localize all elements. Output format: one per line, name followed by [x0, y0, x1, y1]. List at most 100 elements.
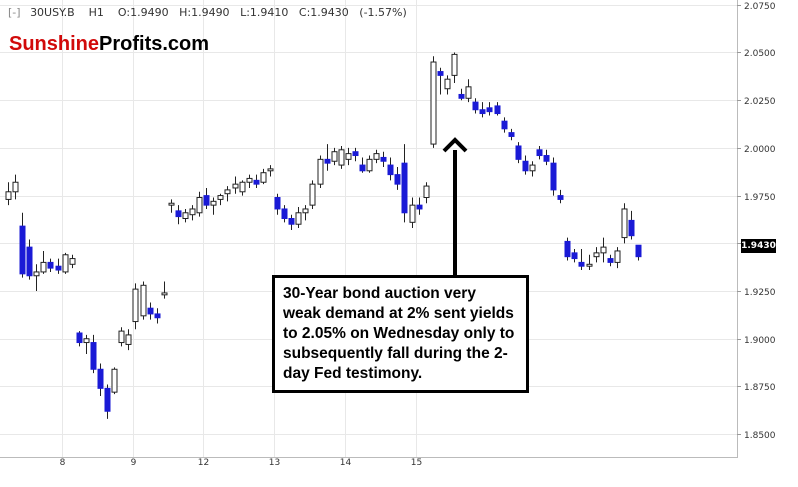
candle-body-up: [224, 189, 231, 195]
chart-header: [-] 30USY.B H1 O:1.9490 H:1.9490 L:1.941…: [8, 6, 407, 19]
candle-body-down: [288, 218, 295, 225]
annotation-arrow-head: [442, 137, 468, 153]
candle-body-down: [203, 195, 210, 206]
y-tick-label: 2.0000: [744, 145, 776, 155]
candle-body-up: [33, 271, 40, 277]
candle-body-up: [189, 208, 196, 216]
candle-body-up: [295, 212, 302, 225]
candle: [203, 187, 210, 209]
candle-body-up: [232, 183, 239, 189]
candle: [175, 205, 182, 225]
candle-body-up: [210, 200, 217, 206]
candle-body-up: [423, 185, 430, 199]
y-tick-label: 1.9000: [744, 336, 776, 346]
candle-body-up: [140, 284, 147, 317]
candle-body-up: [614, 250, 621, 263]
candle: [309, 180, 316, 209]
candle-body-up: [593, 252, 600, 258]
candle-body-down: [571, 252, 578, 260]
candle-body-down: [578, 261, 585, 267]
candle: [239, 180, 246, 196]
candle-body-down: [281, 208, 288, 220]
candle: [331, 147, 338, 166]
candles: [5, 52, 642, 419]
y-tick-label: 2.0250: [744, 97, 776, 107]
candle-body-up: [217, 195, 224, 200]
candle: [586, 254, 593, 271]
candle-body-down: [628, 219, 635, 237]
candle: [437, 67, 444, 95]
annotation-arrow: [442, 137, 468, 276]
candle: [501, 117, 508, 133]
candle: [628, 210, 635, 240]
candle: [494, 102, 501, 116]
candle: [69, 254, 76, 269]
candle: [571, 249, 578, 263]
y-tick-label: 1.8500: [744, 431, 776, 441]
collapse-toggle[interactable]: [-]: [8, 6, 21, 19]
candle-body-up: [621, 208, 628, 239]
candle: [217, 193, 224, 206]
candle: [302, 205, 309, 221]
candle-body-up: [409, 204, 416, 223]
candle-body-down: [607, 258, 614, 263]
candle-body-up: [373, 153, 380, 160]
candle-body-down: [522, 160, 529, 172]
annotation-box: 30-Year bond auction very weak demand at…: [272, 275, 529, 393]
candle-body-up: [69, 258, 76, 265]
candle: [267, 165, 274, 177]
candle: [557, 189, 564, 204]
candle: [19, 212, 26, 278]
candle: [189, 205, 196, 221]
candle: [515, 142, 522, 164]
y-axis: 2.07502.05002.02502.00001.97501.95001.92…: [737, 2, 776, 441]
candle: [522, 155, 529, 175]
candle-body-down: [387, 164, 394, 176]
candle: [154, 308, 161, 324]
candle-body-down: [26, 246, 33, 277]
candle-body-down: [352, 151, 359, 157]
y-tick-label: 1.9750: [744, 193, 776, 203]
candle: [416, 197, 423, 215]
candle-body-down: [479, 109, 486, 115]
candle: [97, 363, 104, 396]
candle-body-down: [458, 93, 465, 99]
candle-body-up: [132, 288, 139, 323]
y-tick-label: 1.9250: [744, 288, 776, 298]
candle-body-up: [168, 202, 175, 206]
x-tick-label: 13: [269, 458, 280, 468]
logo-text-part3: .com: [162, 33, 210, 55]
candle-body-up: [161, 292, 168, 296]
y-tick-label: 1.8750: [744, 383, 776, 393]
candle: [387, 157, 394, 181]
candle: [168, 199, 175, 213]
candle: [111, 367, 118, 395]
candle: [12, 174, 19, 200]
candle: [529, 161, 536, 177]
candle: [394, 166, 401, 190]
candle-body-up: [246, 177, 253, 183]
candle: [465, 79, 472, 103]
candle: [40, 250, 47, 274]
candle-body-down: [536, 149, 543, 157]
candle-body-up: [586, 263, 593, 267]
candle-body-up: [260, 172, 267, 183]
candle: [90, 334, 97, 374]
high-value: H:1.9490: [179, 6, 230, 19]
candle-body-down: [486, 107, 493, 113]
x-tick-label: 14: [340, 458, 352, 468]
candle-body-down: [508, 132, 515, 137]
candle: [104, 384, 111, 419]
candle-body-down: [324, 158, 331, 164]
candle: [274, 193, 281, 215]
candle-body-down: [97, 368, 104, 389]
candle: [83, 334, 90, 354]
candle: [430, 56, 437, 148]
candle-body-up: [309, 183, 316, 206]
candle-body-down: [175, 210, 182, 218]
candle: [295, 207, 302, 229]
candle-body-up: [317, 158, 324, 185]
candle: [232, 176, 239, 194]
candle-body-up: [338, 149, 345, 166]
logo-text-part1: Sunshine: [9, 33, 100, 55]
